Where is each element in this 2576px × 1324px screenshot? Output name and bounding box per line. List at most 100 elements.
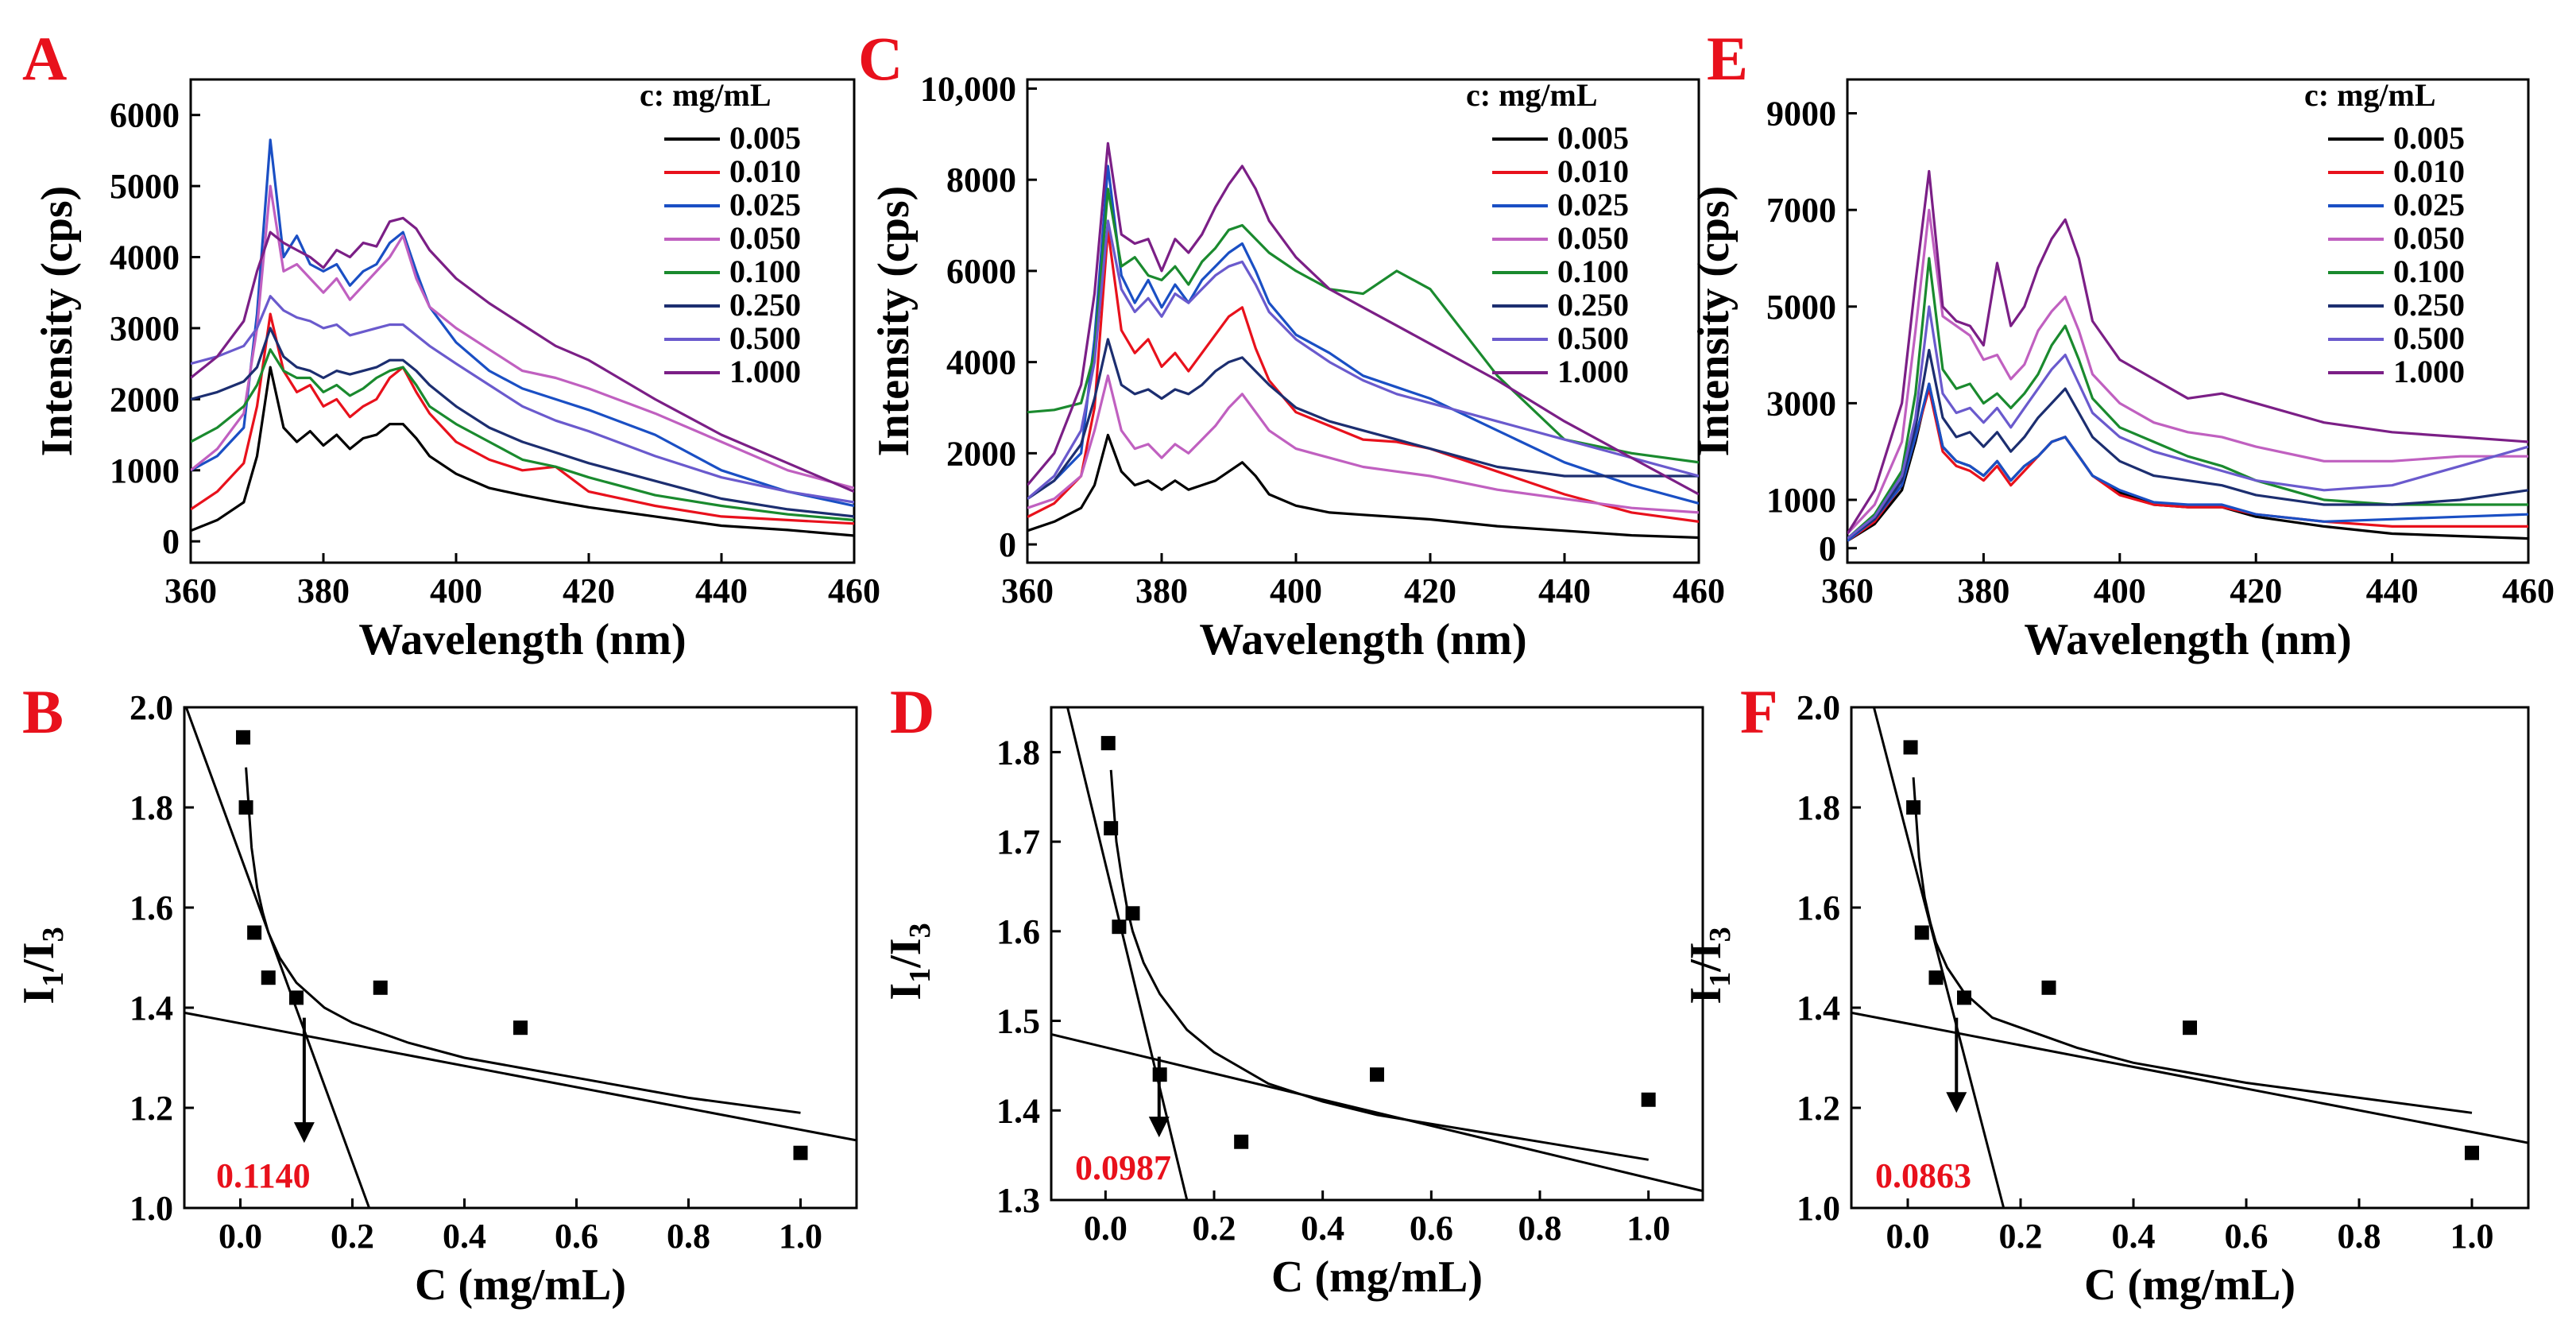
- series-line: [191, 312, 854, 525]
- y-tick-label: 1.3: [996, 1181, 1040, 1220]
- panel-A: A 360 380 400 420 440 460 0 1000 2000 3000 4000 5000…: [22, 24, 880, 664]
- x-tick-label: 380: [297, 571, 350, 610]
- fit-curve: [1912, 777, 2473, 1114]
- y-axis-label: Intensity (cps): [869, 186, 919, 457]
- x-tick-label: 0.6: [2225, 1217, 2269, 1256]
- y-axis-label-sub: 3: [1704, 927, 1737, 942]
- x-tick-label: 420: [563, 571, 615, 610]
- legend-label: 0.100: [729, 254, 801, 289]
- y-axis-label: I1/I3: [881, 923, 937, 1000]
- series-line: [1027, 433, 1699, 540]
- y-tick-label: 3000: [110, 309, 180, 348]
- y-tick-label: 1.6: [130, 888, 173, 927]
- data-point: [1100, 736, 1116, 751]
- x-tick-label: 380: [1135, 571, 1188, 610]
- series-line: [1027, 188, 1699, 464]
- y-axis-label: I1/I3: [14, 927, 70, 1004]
- series-line: [1847, 382, 2528, 542]
- y-axis-label-sep: /I: [881, 938, 930, 968]
- data-point: [1125, 906, 1140, 921]
- x-tick-label: 380: [1957, 571, 2009, 610]
- data-point: [2183, 1020, 2197, 1036]
- series-line: [191, 327, 854, 518]
- fit-line: [184, 707, 371, 1208]
- x-tick-label: 420: [1404, 571, 1456, 610]
- y-tick-label: 7000: [1766, 191, 1836, 230]
- x-tick-label: 460: [2502, 571, 2555, 610]
- data-point: [1370, 1067, 1384, 1082]
- x-tick-label: 400: [1270, 571, 1322, 610]
- y-tick-label: 1.8: [996, 733, 1040, 772]
- data-point: [1641, 1092, 1656, 1107]
- y-axis-label-sub: 1: [1704, 972, 1737, 987]
- y-tick-label: 4000: [110, 238, 180, 277]
- y-axis-label-main: I: [14, 987, 64, 1005]
- x-tick-label: 0.6: [555, 1217, 598, 1256]
- panel-label: A: [22, 24, 67, 93]
- legend-label: 0.250: [729, 287, 801, 323]
- plot-frame: [1026, 78, 1700, 564]
- legend-label: 0.250: [2393, 287, 2465, 323]
- y-axis-label-sep: /I: [14, 942, 64, 972]
- series-group: [191, 138, 854, 537]
- panel-F: F 0.0 0.2 0.4 0.6 0.8 1.0 1.0 1.2 1.4 1.6 1.8 2.0 C (…: [1681, 677, 2530, 1310]
- legend-label: 0.025: [1557, 187, 1629, 223]
- x-tick-label: 440: [695, 571, 748, 610]
- y-tick-label: 1.4: [1797, 989, 1840, 1028]
- x-tick-label: 0.4: [2112, 1217, 2156, 1256]
- series-line: [1027, 141, 1699, 496]
- x-tick-label: 0.0: [219, 1217, 262, 1256]
- panel-label: E: [1707, 24, 1748, 93]
- fit-group: [1851, 707, 2528, 1208]
- x-axis-label: C (mg/mL): [1271, 1252, 1483, 1302]
- data-point: [2041, 980, 2056, 995]
- fit-line: [1066, 707, 1189, 1200]
- x-axis-label: C (mg/mL): [415, 1260, 626, 1310]
- y-axis-label-sub: 1: [903, 968, 937, 983]
- data-point: [289, 990, 304, 1005]
- legend-label: 1.000: [1557, 354, 1629, 389]
- series-line: [1027, 374, 1699, 514]
- cmc-label: 0.0987: [1075, 1148, 1171, 1187]
- fit-curve: [245, 767, 801, 1114]
- y-tick-label: 2000: [946, 434, 1016, 473]
- y-axis-label: I1/I3: [1681, 927, 1737, 1004]
- data-point: [1104, 821, 1119, 836]
- x-tick-label: 0.0: [1084, 1209, 1127, 1248]
- y-tick-label: 2000: [110, 380, 180, 419]
- y-axis-label: Intensity (cps): [1689, 186, 1739, 457]
- legend-label: 0.050: [729, 220, 801, 256]
- x-axis-label: Wavelength (nm): [358, 615, 686, 664]
- data-point: [2465, 1145, 2479, 1160]
- panel-E: E 360 380 400 420 440 460 0 1000 3000 5000 7000 9000…: [1689, 24, 2555, 664]
- legend-title: c: mg/mL: [640, 77, 772, 113]
- y-tick-label: 0: [1819, 529, 1836, 568]
- y-axis-label-sub: 3: [37, 927, 70, 942]
- x-tick-label: 0.4: [1301, 1209, 1344, 1248]
- plot-frame: [1850, 706, 2530, 1210]
- legend-label: 0.010: [1557, 153, 1629, 189]
- y-tick-label: 1.6: [1797, 888, 1840, 927]
- y-tick-label: 1.0: [1797, 1189, 1840, 1228]
- y-tick-label: 9000: [1766, 95, 1836, 134]
- series-line: [191, 216, 854, 494]
- series-group: [1847, 169, 2528, 542]
- data-point: [247, 925, 262, 940]
- legend-label: 0.025: [2393, 187, 2465, 223]
- data-point: [513, 1020, 528, 1036]
- legend-label: 0.010: [729, 153, 801, 189]
- series-line: [191, 138, 854, 508]
- data-point: [793, 1145, 808, 1160]
- y-tick-label: 6000: [110, 96, 180, 135]
- legend-label: 1.000: [2393, 354, 2465, 389]
- data-point: [1928, 970, 1944, 985]
- series-line: [1847, 348, 2528, 540]
- fit-curve: [1109, 769, 1649, 1161]
- fit-group: [184, 707, 857, 1208]
- y-tick-label: 1.0: [130, 1189, 173, 1228]
- y-tick-label: 1.6: [996, 912, 1040, 951]
- cmc-arrow-head: [1946, 1092, 1967, 1113]
- cmc-label: 0.0863: [1875, 1156, 1971, 1195]
- panel-label: B: [22, 677, 64, 746]
- x-axis-label: Wavelength (nm): [2024, 615, 2351, 664]
